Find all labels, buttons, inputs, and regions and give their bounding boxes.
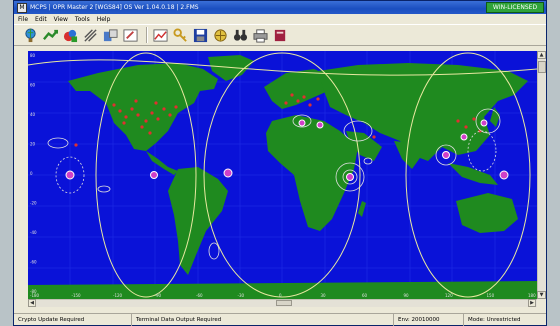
- lon-tick-label: 150: [487, 293, 495, 298]
- book-button[interactable]: [272, 27, 289, 44]
- ground-station-markers: [65, 119, 509, 181]
- lon-tick-label: -150: [72, 293, 82, 298]
- scroll-left-arrow-icon[interactable]: ◀: [28, 299, 36, 307]
- vertical-scrollbar[interactable]: ▲ ▼: [537, 51, 546, 299]
- lon-tick-label: 0: [279, 293, 282, 298]
- longitude-tick-labels: -180 -150 -120 -90 -60 -30 0 30 60 90 120 150 180: [30, 293, 536, 298]
- lon-tick-label: 30: [321, 293, 327, 298]
- africa: [266, 115, 358, 231]
- binoculars-icon: [233, 29, 248, 41]
- scroll-right-arrow-icon[interactable]: ▶: [528, 299, 536, 307]
- satellite-icon: [214, 28, 227, 42]
- toolbar: [14, 24, 546, 46]
- book-icon: [274, 29, 286, 41]
- lon-tick-label: -120: [113, 293, 123, 298]
- lon-tick-label: 60: [362, 293, 368, 298]
- pencil-button[interactable]: [122, 27, 139, 44]
- sensor-points: [74, 93, 482, 147]
- orbit-tracks: [28, 52, 537, 298]
- globe-pin-button[interactable]: [22, 27, 39, 44]
- save-icon: [193, 28, 208, 42]
- menu-bar: File Edit View Tools Help: [14, 14, 546, 24]
- central-america: [146, 151, 178, 175]
- greenland: [208, 55, 254, 81]
- lat-tick-label: 80: [30, 53, 36, 58]
- mode-status: Mode: Unrestricted: [468, 317, 521, 323]
- globe-pin-icon: [25, 27, 36, 42]
- pencil-icon: [123, 28, 138, 42]
- asia: [318, 63, 528, 161]
- lat-tick-label: -20: [30, 201, 37, 206]
- lat-tick-label: -80: [30, 289, 37, 294]
- south-america: [168, 167, 228, 275]
- layers-button[interactable]: [62, 27, 79, 44]
- save-button[interactable]: [192, 27, 209, 44]
- menu-view[interactable]: View: [53, 15, 68, 23]
- madagascar: [358, 201, 366, 217]
- window-title: MCPS | OPR Master 2 [WGS84] OS Ver 1.04.…: [30, 4, 199, 11]
- main-window: M MCPS | OPR Master 2 [WGS84] OS Ver 1.0…: [13, 0, 547, 326]
- lon-tick-label: 180: [528, 293, 536, 298]
- lon-tick-label: -90: [155, 293, 162, 298]
- route-icon: [84, 28, 97, 42]
- status-bar: Crypto Update Required Terminal Data Out…: [14, 313, 546, 326]
- lon-tick-label: -180: [30, 293, 40, 298]
- scroll-down-arrow-icon[interactable]: ▼: [537, 291, 546, 299]
- app-icon[interactable]: M: [17, 2, 27, 13]
- menu-edit[interactable]: Edit: [35, 15, 47, 23]
- menu-file[interactable]: File: [18, 15, 29, 23]
- north-america: [68, 63, 218, 151]
- planning-button[interactable]: [102, 27, 119, 44]
- lon-tick-label: 120: [445, 293, 453, 298]
- binoculars-button[interactable]: [232, 27, 249, 44]
- lon-tick-label: -30: [238, 293, 245, 298]
- horizontal-scroll-thumb[interactable]: [276, 300, 292, 306]
- lon-tick-label: 90: [404, 293, 410, 298]
- menu-tools[interactable]: Tools: [74, 15, 90, 23]
- lat-tick-label: 40: [30, 112, 36, 117]
- lon-tick-label: -60: [196, 293, 203, 298]
- key-icon: [173, 27, 187, 42]
- route-button[interactable]: [82, 27, 99, 44]
- lat-tick-label: 0: [30, 171, 33, 176]
- key-button[interactable]: [172, 27, 189, 44]
- world-map[interactable]: 80 60 40 20 0 -20 -40 -60 -80 -180 -150 -120 -90 -60…: [28, 51, 537, 299]
- title-bar[interactable]: M MCPS | OPR Master 2 [WGS84] OS Ver 1.0…: [14, 1, 546, 14]
- india: [394, 141, 422, 169]
- satellite-button[interactable]: [212, 27, 229, 44]
- coverage-rings: [47, 108, 501, 260]
- australia: [456, 193, 518, 233]
- print-button[interactable]: [252, 27, 269, 44]
- lat-tick-label: 20: [30, 142, 36, 147]
- arabia: [346, 131, 382, 161]
- scroll-up-arrow-icon[interactable]: ▲: [537, 51, 546, 59]
- layers-icon: [63, 29, 78, 42]
- landmasses: [28, 55, 537, 299]
- env-status: Env: 20010000: [394, 314, 464, 326]
- toolbar-separator: [146, 27, 148, 43]
- terminal-status: Terminal Data Output Required: [132, 314, 394, 326]
- chart-button[interactable]: [152, 27, 169, 44]
- japan: [490, 107, 500, 127]
- menu-help[interactable]: Help: [96, 15, 111, 23]
- chart-icon: [153, 28, 168, 42]
- map-panel: 80 60 40 20 0 -20 -40 -60 -80 -180 -150 -120 -90 -60…: [28, 51, 546, 307]
- southeast-asia-islands: [448, 163, 498, 185]
- map-arrow-button[interactable]: [42, 27, 59, 44]
- horizontal-scrollbar[interactable]: ◀ ▶: [28, 299, 537, 307]
- crypto-status: Crypto Update Required: [14, 314, 132, 326]
- lat-tick-label: -60: [30, 260, 37, 265]
- license-status-badge: WIN-LICENSED: [486, 2, 544, 13]
- europe: [264, 69, 332, 109]
- lat-tick-label: -40: [30, 230, 37, 235]
- planning-icon: [103, 28, 118, 41]
- print-icon: [253, 28, 268, 43]
- lat-tick-label: 60: [30, 83, 36, 88]
- latitude-tick-labels: 80 60 40 20 0 -20 -40 -60 -80: [30, 53, 37, 294]
- vertical-scroll-thumb[interactable]: [538, 61, 546, 73]
- map-arrow-icon: [43, 29, 58, 40]
